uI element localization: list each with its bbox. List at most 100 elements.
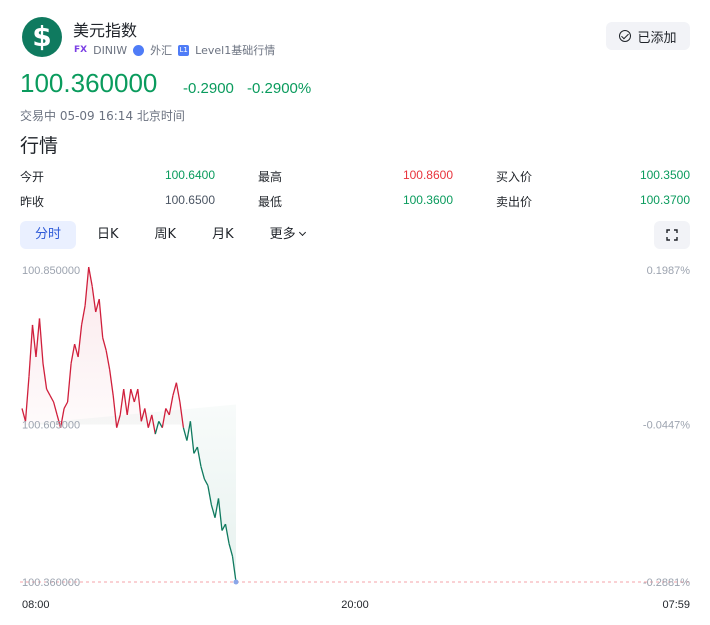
header: $ 美元指数 FX DINIW 外汇 L1 Level1基础行情 已添加 [20,14,690,64]
tab-daily-k-label: 日K [97,227,119,242]
globe-icon [133,44,145,56]
price-line-segment [137,389,142,422]
price-line-segment [154,421,160,435]
last-price: 100.360000 [20,68,158,98]
price-line-segment [56,414,62,428]
tab-daily-k[interactable]: 日K [82,221,134,249]
tab-monthly-k[interactable]: 月K [197,221,249,249]
fx-badge: FX [74,45,88,55]
price-line-segment [175,382,181,403]
price-line-segment [88,266,93,287]
price-line-segment [119,389,125,415]
tab-weekly-k[interactable]: 周K [140,221,192,249]
price-line-segment [116,414,121,428]
intraday-chart: 100.850000 100.605000 100.360000 0.1987%… [20,265,691,611]
prev-close-label: 昨收 [20,195,45,209]
price-line-segment [95,298,100,313]
price-line-segment [66,363,72,403]
market-label: 外汇 [150,44,173,57]
ask-label: 卖出价 [496,195,533,209]
instrument-code: DINIW [93,43,128,57]
price-line-segment [112,395,118,428]
price-line-segment [42,363,48,390]
last-point-marker [233,579,239,585]
price-line-segment [24,376,30,422]
price-line-segment [38,318,44,364]
high-value: 100.8600 [402,168,453,182]
trading-status: 交易中 05-09 16:14 北京时间 [20,109,185,123]
tab-monthly-k-label: 月K [212,227,234,242]
price-line-segment [133,388,139,403]
price-line-segment [52,401,58,416]
price-line-segment [193,446,198,454]
price-line-segment [46,388,51,396]
price-line-segment [165,408,170,416]
price-line-segment [203,478,209,486]
added-label: 已添加 [637,30,677,46]
price-line-segment [130,388,135,403]
price-line-segment [84,266,90,306]
check-circle-icon [619,30,632,42]
price-line-segment [189,421,195,454]
tab-more-label: 更多 [269,227,296,242]
price-line-segment [214,498,220,518]
price-line-segment [144,408,149,428]
y-label-right-mid: -0.0447% [643,420,690,432]
dollar-logo-icon: $ [22,17,62,57]
price-line-segment [224,523,230,544]
price-line-segment [186,421,192,441]
price-line-segment [73,343,79,358]
area-above-reference [22,267,236,425]
tab-intraday-label: 分时 [35,227,62,242]
fullscreen-button[interactable] [654,221,690,249]
price-line-segment [59,408,65,428]
price-line-segment [105,350,111,371]
price-line-segment [210,504,216,518]
price-line-segment [102,337,107,351]
price-line-segment [196,446,202,467]
price-line-segment [217,498,223,531]
price-line-segment [231,556,237,583]
open-label: 今开 [20,170,45,184]
price-line-segment [207,485,213,506]
bid-value: 100.3500 [639,168,690,182]
section-title: 行情 [20,135,59,157]
price-line-segment [161,408,167,428]
price-line-segment [151,414,156,435]
level-label: Level1基础行情 [195,44,276,57]
high-label: 最高 [258,170,283,184]
y-label-left-top: 100.850000 [22,265,80,277]
instrument-title: 美元指数 [73,21,138,40]
tab-weekly-k-label: 周K [154,227,177,242]
price-line-segment [109,369,114,396]
bid-label: 买入价 [496,170,533,184]
tab-intraday[interactable]: 分时 [20,221,77,249]
price-line-segment [123,389,128,415]
price-line-segment [221,523,227,531]
price-line-segment [35,318,41,358]
y-label-left-mid: 100.605000 [22,420,80,432]
price-change-percent: -0.2900% [247,80,312,97]
level-badge-icon: L1 [178,44,190,56]
fullscreen-icon [666,229,678,241]
price-line-segment [70,343,76,364]
ask-value: 100.3700 [639,193,690,207]
instrument-meta: FX DINIW 外汇 L1 Level1基础行情 [74,42,275,58]
low-value: 100.3600 [402,193,453,207]
tab-more[interactable]: 更多 [255,221,320,249]
price-line-segment [77,324,83,358]
price-line-segment [28,324,34,377]
price-line-segment [91,286,97,313]
price-line-segment [179,401,185,428]
low-label: 最低 [258,195,283,209]
y-label-right-top: 0.1987% [647,265,691,277]
x-label-start: 08:00 [22,599,50,611]
x-label-end: 07:59 [662,599,690,611]
price-line-segment [228,543,234,557]
price-line-segment [182,427,188,441]
chevron-down-icon [298,228,306,237]
price-line-segment [168,395,174,416]
price-line-segment [63,401,69,409]
added-watchlist-button[interactable]: 已添加 [606,22,690,50]
open-value: 100.6400 [164,168,215,182]
